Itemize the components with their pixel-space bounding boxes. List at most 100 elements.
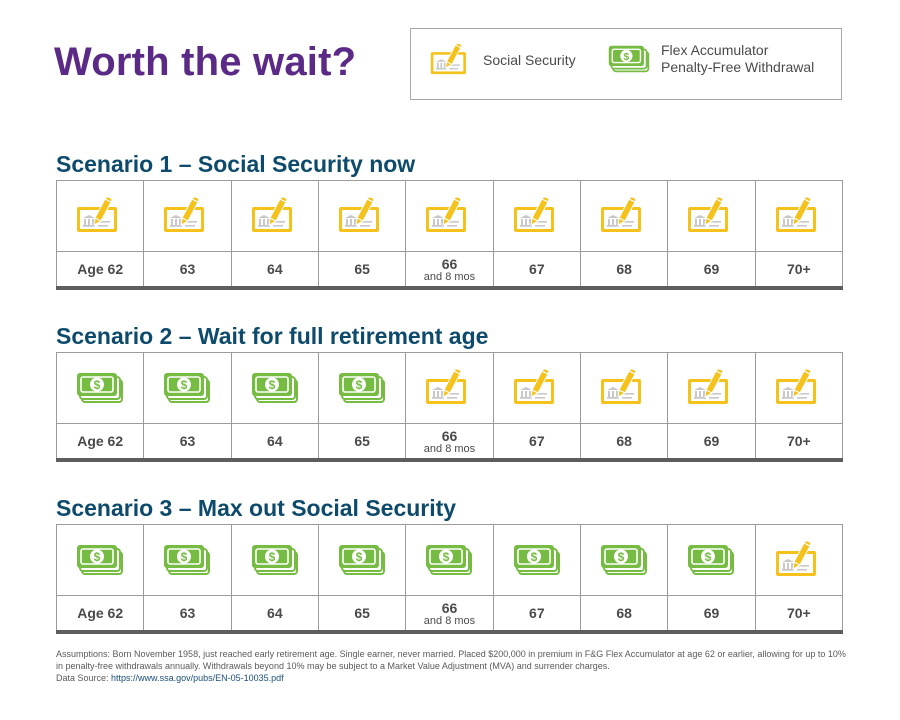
age-label: 69: [668, 424, 754, 458]
footnote: Assumptions: Born November 1958, just re…: [56, 648, 846, 684]
age-cell: 64: [231, 181, 319, 286]
age-value: 68: [616, 433, 632, 449]
age-label: 70+: [756, 596, 842, 630]
age-label: 69: [668, 252, 754, 286]
age-label: 67: [494, 424, 580, 458]
cash-icon: $: [144, 353, 231, 424]
age-value: Age 62: [77, 605, 124, 621]
age-cell: 70+: [755, 525, 843, 630]
scenario-3: Scenario 3 – Max out Social Security $ A…: [56, 492, 844, 634]
age-subtext: and 8 mos: [423, 442, 476, 455]
scenario-title: Scenario 3 – Max out Social Security: [56, 495, 457, 521]
legend-label-flex-accumulator: Flex Accumulator Penalty-Free Withdrawal: [661, 42, 815, 75]
age-label: Age 62: [57, 424, 143, 458]
age-cell: $ 64: [231, 353, 319, 458]
age-cell: $ 69: [668, 525, 756, 630]
check-icon: [581, 181, 668, 252]
legend-item-social-security: Social Security: [429, 41, 576, 79]
age-value: 66: [441, 427, 458, 444]
cash-icon: $: [319, 353, 406, 424]
legend: Social Security $ Flex Accumulator Penal…: [410, 28, 842, 100]
cash-icon: $: [57, 525, 144, 596]
scenario-grid: $ Age 62 $ 63 $ 64 $ 65 $ 66 and 8 mos $ …: [56, 524, 843, 630]
age-label: 67: [494, 596, 580, 630]
svg-text:$: $: [618, 550, 625, 564]
check-icon: [493, 181, 580, 252]
divider-bar: [56, 458, 843, 462]
cash-icon: $: [319, 525, 406, 596]
age-cell: 68: [581, 353, 669, 458]
check-icon: [430, 42, 466, 75]
svg-text:$: $: [356, 378, 363, 392]
age-cell: $ 67: [493, 525, 581, 630]
age-cell: $ 66 and 8 mos: [406, 525, 494, 630]
cash-icon: $: [493, 525, 580, 596]
age-subtext: and 8 mos: [423, 614, 476, 627]
age-cell: $ 65: [319, 525, 407, 630]
age-value: 68: [616, 605, 632, 621]
age-value: 64: [267, 605, 283, 621]
age-value: 65: [354, 605, 370, 621]
age-label: 65: [319, 252, 405, 286]
age-label: 69: [668, 596, 754, 630]
age-value: 69: [703, 605, 720, 621]
check-icon: [231, 181, 318, 252]
cash-icon: $: [144, 525, 231, 596]
age-cell: 65: [319, 181, 407, 286]
age-label: 68: [581, 424, 667, 458]
svg-text:$: $: [530, 550, 537, 564]
age-value: 63: [179, 433, 196, 449]
svg-text:$: $: [94, 550, 101, 564]
age-value: Age 62: [77, 261, 124, 277]
age-cell: $ 65: [319, 353, 407, 458]
age-value: 70+: [786, 433, 811, 449]
svg-text:$: $: [356, 550, 363, 564]
age-label: 66 and 8 mos: [406, 596, 492, 630]
check-icon: [406, 353, 493, 424]
age-label: 65: [319, 596, 405, 630]
age-label: 68: [581, 596, 667, 630]
divider-bar: [56, 630, 843, 634]
age-cell: Age 62: [57, 181, 145, 286]
data-source-link[interactable]: https://www.ssa.gov/pubs/EN-05-10035.pdf: [111, 673, 284, 683]
cash-icon: $: [406, 525, 493, 596]
age-value: 66: [441, 599, 458, 616]
check-icon: [581, 353, 668, 424]
svg-text:$: $: [181, 378, 188, 392]
age-cell: 68: [581, 181, 669, 286]
scenario-grid: $ Age 62 $ 63 $ 64 $ 65 66 and 8 mos 67: [56, 352, 843, 458]
svg-text:$: $: [268, 378, 275, 392]
cash-icon: $: [668, 525, 755, 596]
check-icon: [755, 181, 842, 252]
age-cell: 70+: [755, 181, 843, 286]
age-value: 67: [529, 605, 545, 621]
scenario-2: Scenario 2 – Wait for full retirement ag…: [56, 320, 844, 462]
age-cell: 67: [493, 353, 581, 458]
age-cell: 66 and 8 mos: [406, 353, 494, 458]
svg-text:$: $: [181, 550, 188, 564]
age-label: Age 62: [57, 252, 143, 286]
age-cell: $ 63: [144, 353, 232, 458]
age-cell: 69: [668, 353, 756, 458]
footnote-text: Assumptions: Born November 1958, just re…: [56, 649, 846, 671]
cash-icon: $: [231, 525, 318, 596]
legend-label-social-security: Social Security: [483, 51, 576, 68]
check-icon: [755, 353, 842, 424]
age-cell: 70+: [755, 353, 843, 458]
check-icon: [319, 181, 406, 252]
svg-text:$: $: [268, 550, 275, 564]
check-icon: [406, 181, 493, 252]
age-cell: $ Age 62: [57, 525, 145, 630]
age-cell: $ 64: [231, 525, 319, 630]
age-value: 66: [441, 255, 458, 272]
age-cell: 66 and 8 mos: [406, 181, 494, 286]
age-cell: 67: [493, 181, 581, 286]
svg-text:$: $: [623, 51, 629, 63]
check-icon: [493, 353, 580, 424]
age-label: 64: [232, 252, 318, 286]
scenario-title: Scenario 1 – Social Security now: [56, 151, 416, 177]
age-cell: 63: [144, 181, 232, 286]
age-value: 64: [267, 261, 283, 277]
age-label: 64: [232, 424, 318, 458]
scenario-1: Scenario 1 – Social Security now Age 62 …: [56, 148, 844, 290]
